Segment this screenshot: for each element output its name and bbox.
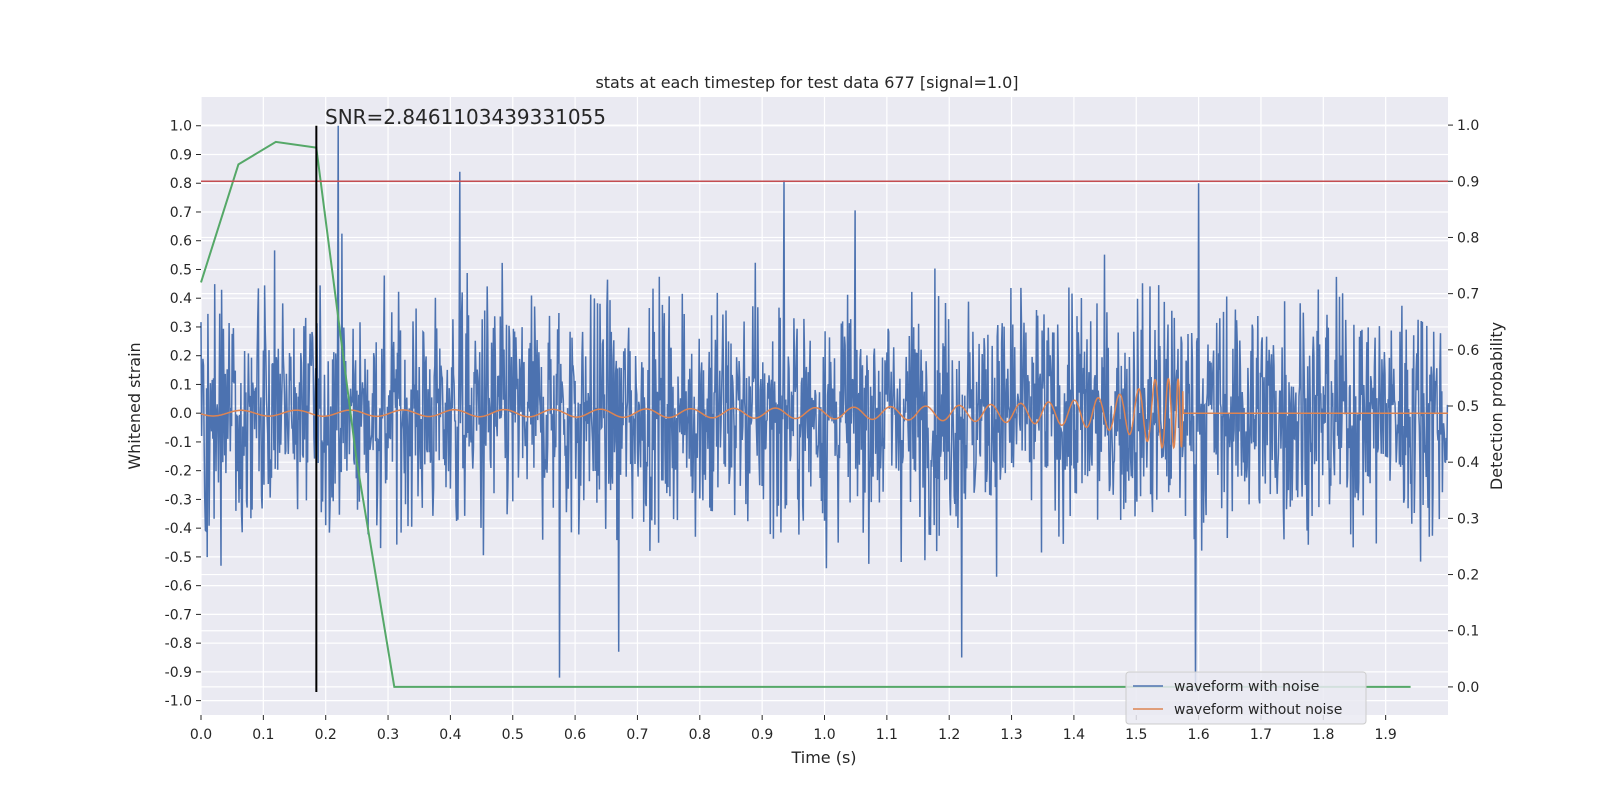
x-tick-label: 1.0 [813, 727, 835, 743]
y-right-tick-label: 0.0 [1457, 680, 1479, 696]
y-right-tick-label: 0.4 [1457, 455, 1479, 471]
legend-label-clean: waveform without noise [1174, 702, 1342, 718]
x-axis-label: Time (s) [790, 748, 856, 767]
y-left-tick-label: 0.1 [170, 377, 192, 393]
y-axis-left-label: Whitened strain [125, 342, 144, 469]
y-right-tick-label: 0.7 [1457, 287, 1479, 303]
x-tick-label: 0.8 [689, 727, 711, 743]
snr-annotation: SNR=2.8461103439331055 [325, 105, 606, 129]
legend: waveform with noise waveform without noi… [1125, 671, 1367, 725]
y-axis-right-ticks: 0.0 0.1 0.2 0.3 0.4 0.5 0.6 0.7 0.8 0.9 1.0 [1448, 118, 1479, 696]
y-left-tick-label: 0.5 [170, 262, 192, 278]
x-tick-label: 1.7 [1250, 727, 1272, 743]
legend-box [1125, 671, 1367, 725]
y-left-tick-label: -0.7 [165, 607, 192, 623]
y-right-tick-label: 0.3 [1457, 511, 1479, 527]
line-detection-probability [200, 140, 1411, 688]
x-tick-label: 1.6 [1187, 727, 1209, 743]
y-left-tick-label: 1.0 [170, 119, 192, 135]
line-waveform-with-noise [200, 125, 1449, 693]
y-left-tick-label: 0.3 [170, 320, 192, 336]
legend-label-noise: waveform with noise [1174, 679, 1319, 695]
x-tick-label: 0.6 [564, 727, 586, 743]
y-left-tick-label: -0.6 [165, 579, 192, 595]
x-tick-label: 0.2 [315, 727, 337, 743]
x-tick-label: 0.5 [502, 727, 524, 743]
x-axis-ticks: 0.0 0.1 0.2 0.3 0.4 0.5 0.6 0.7 0.8 0.9 1.0 1.1 1.2 1… [190, 715, 1397, 743]
y-right-tick-label: 1.0 [1457, 118, 1479, 134]
series-waveform-without-noise [200, 377, 1448, 450]
overlays [201, 125, 1448, 693]
x-tick-label: 1.2 [938, 727, 960, 743]
x-tick-label: 0.9 [751, 727, 773, 743]
x-tick-label: 1.8 [1312, 727, 1334, 743]
x-tick-label: 1.9 [1375, 727, 1397, 743]
y-right-tick-label: 0.8 [1457, 230, 1479, 246]
y-left-tick-label: -0.4 [165, 521, 192, 537]
y-left-tick-label: 0.2 [170, 349, 192, 365]
x-tick-label: 0.1 [252, 727, 274, 743]
y-axis-right-label: Detection probability [1487, 322, 1506, 490]
y-right-tick-label: 0.9 [1457, 174, 1479, 190]
y-left-tick-label: -0.3 [165, 492, 192, 508]
y-left-tick-label: 0.8 [170, 176, 192, 192]
y-left-tick-label: -0.2 [165, 464, 192, 480]
x-tick-label: 1.3 [1000, 727, 1022, 743]
y-right-tick-label: 0.6 [1457, 343, 1479, 359]
x-tick-label: 0.3 [377, 727, 399, 743]
y-axis-left-ticks: -1.0 -0.9 -0.8 -0.7 -0.6 -0.5 -0.4 -0.3 -0.2 -0.1… [165, 119, 201, 710]
x-tick-label: 1.5 [1125, 727, 1147, 743]
y-left-tick-label: -0.5 [165, 550, 192, 566]
y-left-tick-label: 0.4 [170, 291, 192, 307]
x-tick-label: 1.1 [876, 727, 898, 743]
x-tick-label: 0.4 [439, 727, 461, 743]
series-waveform-with-noise [200, 125, 1449, 693]
y-right-tick-label: 0.2 [1457, 568, 1479, 584]
x-tick-label: 0.0 [190, 727, 212, 743]
y-left-tick-label: -0.8 [165, 636, 192, 652]
y-right-tick-label: 0.5 [1457, 399, 1479, 415]
series-detection-probability [200, 140, 1411, 688]
y-left-tick-label: 0.9 [170, 147, 192, 163]
y-right-tick-label: 0.1 [1457, 624, 1479, 640]
y-left-tick-label: -0.9 [165, 665, 192, 681]
x-tick-label: 1.4 [1063, 727, 1085, 743]
y-left-tick-label: 0.0 [170, 406, 192, 422]
y-left-tick-label: 0.6 [170, 234, 192, 250]
y-left-tick-label: 0.7 [170, 205, 192, 221]
line-waveform-without-noise [200, 377, 1448, 450]
y-left-tick-label: -1.0 [165, 694, 192, 710]
chart-title: stats at each timestep for test data 677… [595, 73, 1018, 92]
y-left-tick-label: -0.1 [165, 435, 192, 451]
x-tick-label: 0.7 [626, 727, 648, 743]
